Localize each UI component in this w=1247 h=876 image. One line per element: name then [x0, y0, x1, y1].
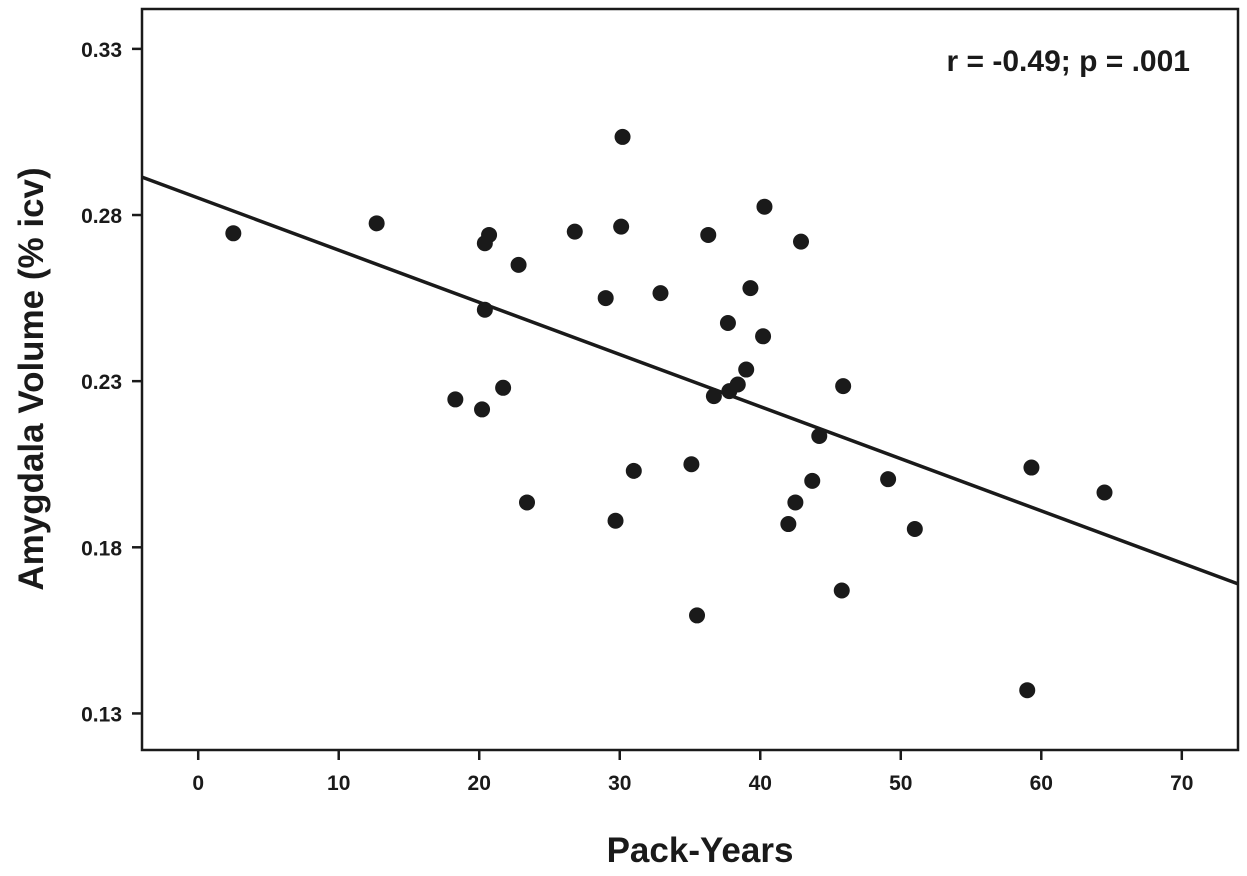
y-axis-title: Amygdala Volume (% icv) — [12, 167, 51, 590]
data-point — [368, 215, 385, 232]
data-point — [613, 218, 630, 235]
x-axis-ticks: 0 10 20 30 40 50 60 70 — [192, 750, 1193, 795]
regression-line — [141, 175, 1239, 586]
data-point — [652, 285, 669, 302]
data-point — [566, 223, 583, 240]
data-point — [719, 315, 736, 332]
data-point — [519, 494, 536, 511]
data-point — [880, 471, 897, 488]
data-point — [787, 494, 804, 511]
data-point — [1096, 484, 1113, 501]
y-tick-label: 0.28 — [81, 205, 122, 228]
data-point — [476, 301, 493, 318]
data-point — [906, 521, 923, 538]
data-point — [811, 427, 828, 444]
data-point — [793, 233, 810, 250]
data-point — [597, 290, 614, 307]
y-axis-ticks: 0.13 0.18 0.23 0.28 0.33 — [81, 39, 142, 726]
data-point — [614, 128, 631, 145]
y-tick-label: 0.33 — [81, 39, 122, 62]
data-point — [495, 379, 512, 396]
x-tick-label: 20 — [468, 772, 491, 795]
y-tick-label: 0.23 — [81, 371, 122, 394]
data-point — [225, 225, 242, 242]
data-point — [738, 361, 755, 378]
data-point — [625, 462, 642, 479]
data-point — [742, 280, 759, 297]
data-point — [700, 226, 717, 243]
data-point — [780, 516, 797, 533]
x-axis-title: Pack-Years — [607, 831, 794, 870]
x-tick-label: 30 — [608, 772, 631, 795]
data-point — [804, 472, 821, 489]
x-tick-label: 10 — [327, 772, 350, 795]
x-tick-label: 60 — [1030, 772, 1053, 795]
data-point — [510, 256, 527, 273]
x-tick-label: 70 — [1170, 772, 1193, 795]
data-point — [474, 401, 491, 418]
x-tick-label: 50 — [889, 772, 912, 795]
data-point — [729, 376, 746, 393]
data-point — [705, 388, 722, 405]
data-points — [225, 128, 1113, 699]
plot-frame — [140, 7, 1240, 752]
y-tick-label: 0.13 — [81, 703, 122, 726]
data-point — [1023, 459, 1040, 476]
data-point — [833, 582, 850, 599]
data-point — [1019, 682, 1036, 699]
data-point — [607, 512, 624, 529]
y-tick-label: 0.18 — [81, 537, 122, 560]
x-tick-label: 40 — [749, 772, 772, 795]
data-point — [447, 391, 464, 408]
data-point — [481, 226, 498, 243]
data-point — [835, 378, 852, 395]
annotation-text: r = -0.49; p = .001 — [947, 45, 1190, 78]
data-point — [689, 607, 706, 624]
data-point — [683, 456, 700, 473]
data-point — [756, 198, 773, 215]
data-point — [755, 328, 772, 345]
x-tick-label: 0 — [192, 772, 204, 795]
regression-line-group — [141, 175, 1239, 586]
